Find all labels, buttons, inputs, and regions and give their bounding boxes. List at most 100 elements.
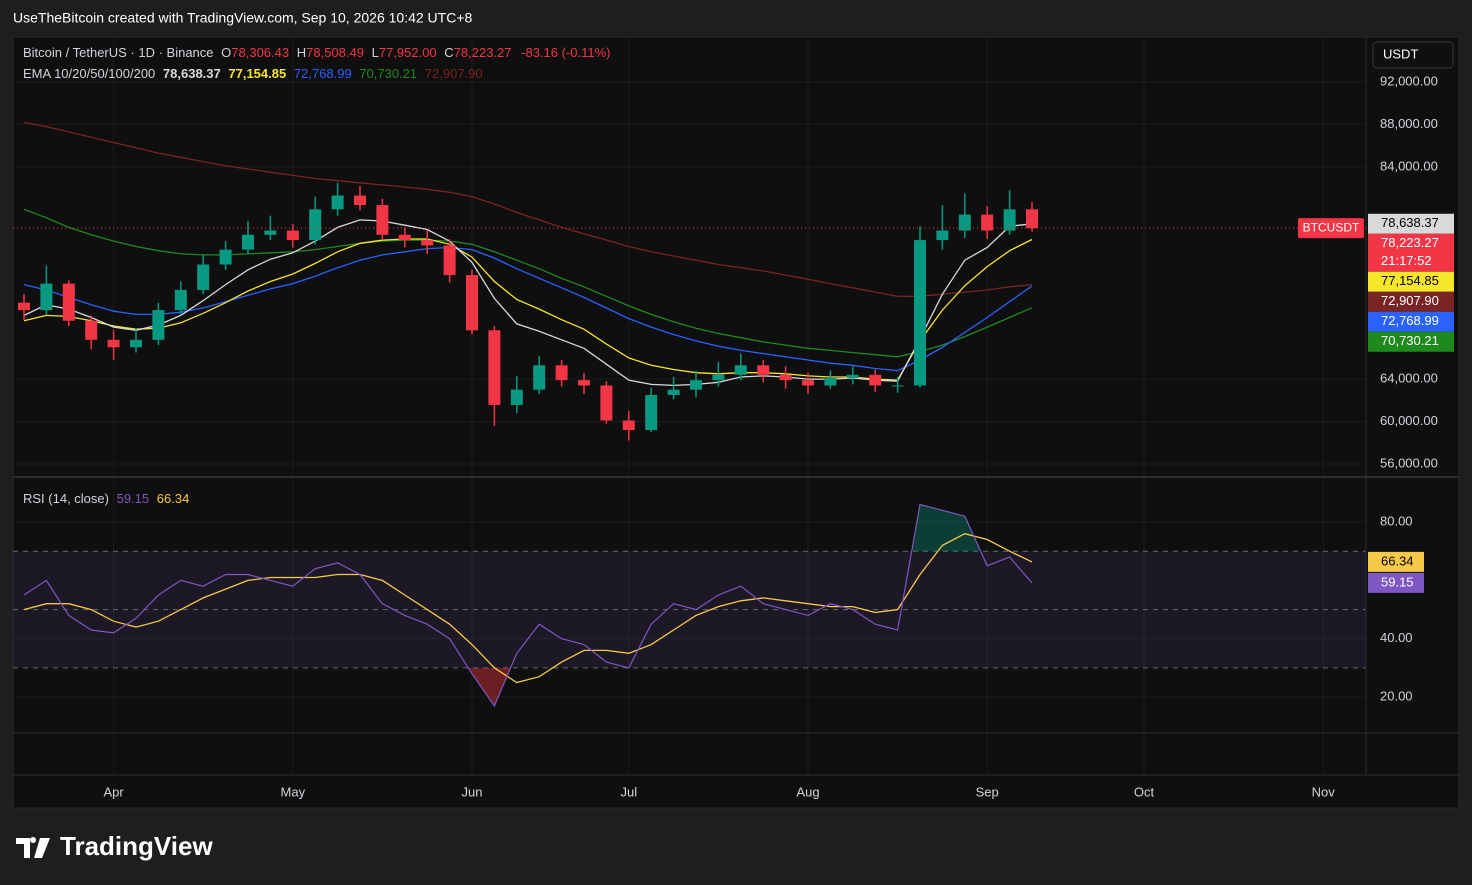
currency[interactable]: USDT — [1383, 46, 1418, 61]
candle-body — [1026, 209, 1038, 229]
candle-body — [264, 230, 277, 235]
price-tick-label: 60,000.00 — [1380, 413, 1438, 428]
rsi-axis-text: 66.34 — [1381, 553, 1414, 568]
candle-body — [869, 374, 882, 386]
symbol: Bitcoin / TetherUS · 1D · Binance — [23, 45, 214, 60]
time-label: Oct — [1134, 784, 1155, 799]
candle-body — [981, 214, 994, 231]
axis-value-text: 70,730.21 — [1381, 333, 1439, 348]
rsi-axis-label — [1368, 572, 1424, 593]
price-tick-label: 84,000.00 — [1380, 158, 1438, 173]
candle-body — [578, 380, 590, 386]
rsi-axis-text: 59.15 — [1381, 574, 1414, 589]
candle-body — [62, 283, 75, 321]
ema-value: 70,730.21 — [359, 66, 417, 81]
brand: TradingView — [60, 831, 213, 861]
rsi-ma-value: 66.34 — [157, 491, 190, 506]
candle-body — [152, 310, 165, 340]
candle-body — [376, 205, 389, 235]
candle-body — [802, 380, 814, 386]
axis-value-text: 77,154.85 — [1381, 273, 1439, 288]
rsi-value: 59.15 — [117, 491, 150, 506]
candle-body — [85, 320, 98, 340]
axis-value-text: 78,638.37 — [1381, 215, 1439, 230]
axis-value-label — [1368, 291, 1454, 312]
grid-layer — [13, 37, 1366, 775]
rsi-oversold-fill — [468, 667, 511, 706]
rsi-ma-line — [23, 533, 1033, 684]
candle-body — [107, 339, 120, 348]
rsi-tick-label: 20.00 — [1380, 689, 1413, 704]
rsi-tick-label: 80.00 — [1380, 513, 1413, 528]
ema-value: 72,907.90 — [425, 66, 483, 81]
rsi-legend: RSI (14, close) 59.15 66.34 — [23, 491, 189, 506]
logo-icon — [16, 837, 50, 858]
candle-body — [242, 234, 254, 250]
symbol-tag-text: BTCUSDT — [1303, 220, 1360, 234]
rsi-line — [23, 503, 1033, 708]
axis-value-label — [1368, 311, 1454, 332]
candle-body — [421, 240, 434, 246]
ema-line — [23, 208, 1033, 358]
time-label: Jul — [620, 784, 637, 799]
candle-body — [174, 289, 187, 311]
candle-body — [958, 214, 971, 231]
currency-button[interactable] — [1372, 41, 1454, 69]
label-layer: Apr May Jun Jul Aug Sep Oct Nov 56,000.00 60,000.… — [103, 73, 1454, 799]
axis-value-label — [1368, 213, 1454, 234]
ema-line — [23, 219, 1033, 387]
rsi-axis-label — [1368, 551, 1424, 572]
time-label: May — [281, 784, 306, 799]
ohlc-value: 78,306.43 — [231, 45, 289, 60]
symbol-legend: Bitcoin / TetherUS · 1D · Binance O78,30… — [23, 45, 611, 60]
ema-value: 77,154.85 — [228, 66, 286, 81]
price-tick-label: 92,000.00 — [1380, 73, 1438, 88]
rsi-tick-label: 40.00 — [1380, 630, 1413, 645]
ohlc-key: O — [221, 45, 231, 60]
rsi-title: RSI (14, close) — [23, 491, 109, 506]
candle-body — [286, 230, 299, 241]
candle-body — [331, 195, 344, 210]
candle-body — [667, 389, 680, 395]
ohlc-key: H — [297, 45, 306, 60]
candle-body — [846, 374, 859, 379]
axis-value-text: 72,907.90 — [1381, 293, 1439, 308]
price-tick-label: 64,000.00 — [1380, 371, 1438, 386]
candle-body — [914, 240, 926, 386]
ema-line — [23, 121, 1033, 297]
candle-body — [466, 275, 478, 331]
candle-body — [734, 365, 747, 375]
axis-value-label — [1368, 331, 1454, 352]
change: -83.16 (-0.11%) — [521, 45, 610, 60]
ema-value: 78,638.37 — [163, 66, 221, 81]
time-label: Nov — [1312, 784, 1336, 799]
candle-body — [488, 330, 501, 405]
axis-value-text: 78,223.27 — [1381, 235, 1439, 250]
credit: UseTheBitcoin created with TradingView.c… — [13, 10, 472, 26]
price-tick-label: 88,000.00 — [1380, 116, 1438, 131]
candle-body — [600, 385, 613, 421]
candle-body — [309, 209, 322, 241]
ema-line — [23, 238, 1033, 381]
ohlc-value: 78,508.49 — [306, 45, 364, 60]
ohlc-key: L — [372, 45, 379, 60]
candle-body — [936, 230, 949, 241]
ema-line — [23, 246, 1033, 372]
candle-body — [219, 249, 232, 265]
candle-body — [130, 339, 142, 348]
ema-value: 72,768.99 — [294, 66, 352, 81]
candle-body — [197, 264, 210, 290]
candle-body — [891, 385, 904, 387]
candle-body — [824, 378, 837, 386]
countdown: 21:17:52 — [1381, 253, 1432, 268]
candle-body — [354, 195, 366, 206]
time-label: Jun — [462, 784, 483, 799]
ema-title: EMA 10/20/50/100/200 — [23, 66, 155, 81]
symbol-tag — [1298, 218, 1364, 239]
candle-body — [555, 365, 568, 381]
candle-body — [757, 365, 770, 375]
candle-body — [690, 380, 702, 390]
plot-layer — [13, 121, 1366, 708]
